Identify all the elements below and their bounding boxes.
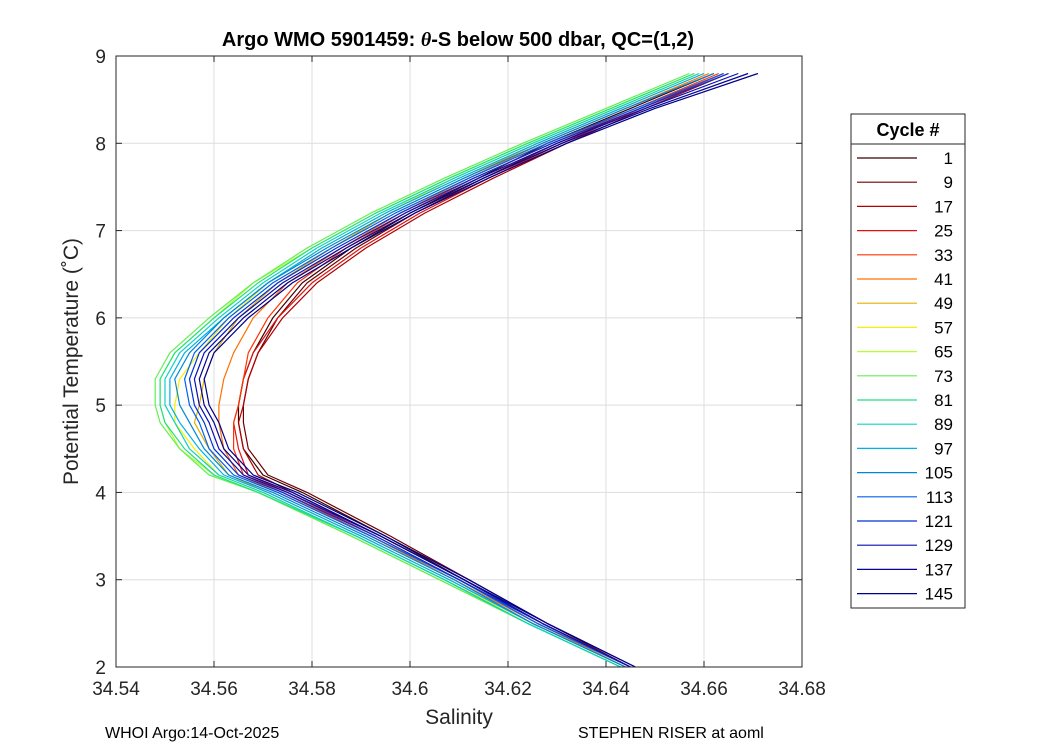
- legend-label-73: 73: [934, 367, 953, 386]
- footer-right: STEPHEN RISER at aoml: [578, 725, 764, 742]
- legend-label-57: 57: [934, 318, 953, 337]
- x-axis-label: Salinity: [425, 706, 493, 729]
- legend-label-105: 105: [925, 464, 953, 483]
- y-tick-label: 5: [95, 396, 106, 417]
- x-tick-label: 34.66: [680, 679, 728, 700]
- y-tick-label: 6: [95, 309, 106, 330]
- legend-label-137: 137: [925, 560, 953, 579]
- legend-label-41: 41: [934, 270, 953, 289]
- series-line-cycle-137: [198, 72, 749, 668]
- legend-label-33: 33: [934, 246, 953, 265]
- y-tick-label: 3: [95, 571, 106, 592]
- axes-box: [115, 55, 803, 668]
- legend-label-113: 113: [926, 488, 953, 507]
- legend-frame: [850, 113, 966, 609]
- legend-title: Cycle #: [876, 120, 939, 140]
- legend-label-17: 17: [934, 197, 953, 216]
- series-line-cycle-97: [169, 72, 705, 668]
- legend-label-145: 145: [925, 585, 953, 604]
- y-axis-label: Potential Temperature (˚C): [60, 238, 83, 485]
- legend-label-9: 9: [944, 173, 953, 192]
- series-line-cycle-73: [154, 72, 690, 668]
- x-tick-label: 34.54: [92, 679, 140, 700]
- footer-left: WHOI Argo:14-Oct-2025: [105, 725, 280, 742]
- series-line-cycle-121: [188, 72, 729, 668]
- legend-label-49: 49: [934, 294, 953, 313]
- x-tick-label: 34.62: [484, 679, 532, 700]
- y-tick-label: 7: [95, 222, 106, 243]
- series-line-cycle-145: [203, 72, 759, 668]
- plot-background: [116, 56, 802, 667]
- y-tick-label: 2: [95, 658, 106, 679]
- x-tick-label: 34.56: [190, 679, 238, 700]
- x-tick-label: 34.64: [582, 679, 630, 700]
- x-tick-label: 34.6: [392, 679, 429, 700]
- plot-area: 34.54 34.56 34.58 34.6 34.62 34.64 34.66 34.68 2…: [60, 47, 826, 729]
- y-tick-label: 4: [95, 483, 106, 504]
- x-tick-label: 34.58: [288, 679, 336, 700]
- legend-label-121: 121: [925, 512, 953, 531]
- y-tick-label: 9: [95, 47, 106, 68]
- series-line-cycle-89: [164, 72, 700, 668]
- legend-label-97: 97: [934, 439, 953, 458]
- legend-label-129: 129: [925, 536, 953, 555]
- legend-label-1: 1: [944, 149, 953, 168]
- y-tick-label: 8: [95, 134, 106, 155]
- legend: Cycle # 1 9 17 25 33 41 49 57 65 73 81 89 97 105 113 121…: [850, 113, 966, 609]
- series-line-cycle-105: [174, 72, 715, 668]
- chart-title: Argo WMO 5901459: θ-S below 500 dbar, QC…: [222, 29, 694, 51]
- legend-label-81: 81: [934, 391, 953, 410]
- legend-label-65: 65: [934, 343, 953, 362]
- series-line-cycle-113: [184, 72, 724, 668]
- legend-label-25: 25: [934, 222, 953, 241]
- legend-label-89: 89: [934, 415, 953, 434]
- x-tick-label: 34.68: [778, 679, 826, 700]
